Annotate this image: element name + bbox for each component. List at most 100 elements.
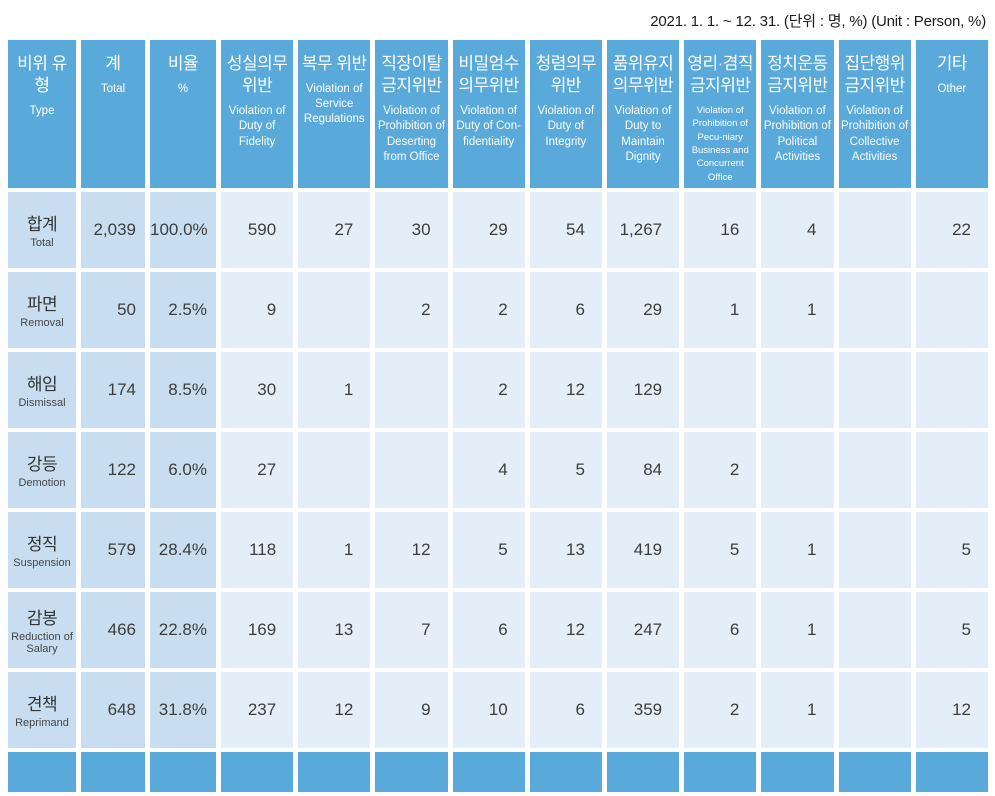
- cell-percent: 31.8%: [150, 671, 216, 748]
- cell: [838, 591, 911, 668]
- row-label-ko: 해임: [26, 375, 58, 395]
- cell: 5: [915, 511, 988, 588]
- cell-percent: 8.5%: [150, 351, 216, 428]
- header-en: Violation of Prohibition of Pecu-niary B…: [691, 105, 749, 183]
- cell: 2: [452, 351, 525, 428]
- cell: [761, 431, 834, 508]
- cell: 9: [375, 671, 448, 748]
- header-ko: 청렴의무 위반: [535, 54, 597, 96]
- cell-total: 50: [81, 271, 145, 348]
- table-row-demotion: 강등 Demotion 122 6.0% 27 4 5 84 2: [8, 431, 988, 508]
- column-header-pecuniary: 영리·겸직 금지위반 Violation of Prohibition of Pe…: [684, 40, 757, 188]
- cell: 16: [684, 191, 757, 268]
- row-label-en: Total: [30, 237, 54, 250]
- header-en: Total: [100, 83, 126, 96]
- header-en: Violation of Duty of Con-fidentiality: [456, 105, 521, 148]
- cell: [298, 431, 371, 508]
- cell: 1,267: [606, 191, 680, 268]
- header-ko: 비율: [167, 54, 199, 73]
- cell-percent: 100.0%: [150, 191, 216, 268]
- cell: 419: [606, 511, 680, 588]
- partial-header-cell: [529, 751, 602, 792]
- cell: [838, 191, 911, 268]
- cell: 1: [761, 671, 834, 748]
- cell: 54: [529, 191, 602, 268]
- cell: [375, 431, 448, 508]
- cell: 359: [606, 671, 680, 748]
- row-label-ko: 감봉: [26, 608, 58, 628]
- partial-header-cell: [452, 751, 525, 792]
- row-label-ko: 강등: [26, 455, 58, 475]
- header-en: Violation of Prohibition of Political Ac…: [763, 105, 831, 163]
- column-header-integrity: 청렴의무 위반 Violation of Duty of Integrity: [529, 40, 602, 188]
- cell: 12: [529, 351, 602, 428]
- cell: 6: [452, 591, 525, 668]
- partial-header-cell: [838, 751, 911, 792]
- header-en: Violation of Duty to Maintain Dignity: [614, 105, 672, 163]
- column-header-percent: 비율%: [150, 40, 216, 188]
- cell: 12: [298, 671, 371, 748]
- cell: 5: [684, 511, 757, 588]
- header-ko: 성실의무 위반: [226, 54, 288, 96]
- cell: 2: [375, 271, 448, 348]
- row-label-ko: 견책: [26, 695, 58, 715]
- cell: [915, 431, 988, 508]
- cell: [838, 351, 911, 428]
- cell: 1: [684, 271, 757, 348]
- header-ko: 비밀엄수 의무위반: [458, 54, 519, 96]
- cell: [838, 271, 911, 348]
- disciplinary-statistics-table: 비위 유형 Type 계 Total 비율% 성실의무 위반 Violation of…: [3, 36, 993, 796]
- cell: 30: [375, 191, 448, 268]
- cell: 247: [606, 591, 680, 668]
- cell: 129: [606, 351, 680, 428]
- header-ko: 영리·겸직 금지위반: [687, 54, 754, 96]
- cell-percent: 22.8%: [150, 591, 216, 668]
- cell: 2: [684, 431, 757, 508]
- cell: 5: [915, 591, 988, 668]
- cell: 1: [761, 271, 834, 348]
- cell: 13: [298, 591, 371, 668]
- cell-total: 122: [81, 431, 145, 508]
- cell: 84: [606, 431, 680, 508]
- column-header-other: 기타 Other: [915, 40, 988, 188]
- cell-percent: 2.5%: [150, 271, 216, 348]
- header-en: Type: [29, 105, 55, 118]
- cell: 5: [452, 511, 525, 588]
- cell-percent: 6.0%: [150, 431, 216, 508]
- cell: [684, 351, 757, 428]
- cell: 1: [298, 351, 371, 428]
- header-en: Violation of Service Regulations: [303, 83, 365, 126]
- row-label: 견책 Reprimand: [8, 671, 76, 748]
- header-row: 비위 유형 Type 계 Total 비율% 성실의무 위반 Violation of…: [8, 40, 988, 188]
- cell: [915, 351, 988, 428]
- cell: 6: [529, 671, 602, 748]
- column-header-confidentiality: 비밀엄수 의무위반 Violation of Duty of Con-fident…: [452, 40, 525, 188]
- cell: 29: [452, 191, 525, 268]
- cell: 10: [452, 671, 525, 748]
- cell: 13: [529, 511, 602, 588]
- cell: 29: [606, 271, 680, 348]
- cell-total: 2,039: [81, 191, 145, 268]
- cell: [761, 351, 834, 428]
- header-ko: 비위 유형: [17, 54, 67, 96]
- row-label-ko: 정직: [26, 535, 58, 555]
- partial-header-cell: [761, 751, 834, 792]
- row-label-ko: 합계: [26, 215, 58, 235]
- partial-header-cell: [298, 751, 371, 792]
- cell: 169: [221, 591, 294, 668]
- table-row-suspension: 정직 Suspension 579 28.4% 118 1 12 5 13 419…: [8, 511, 988, 588]
- header-en: Violation of Prohibition of Deserting fr…: [377, 105, 446, 163]
- cell: 5: [529, 431, 602, 508]
- row-label-en: Dismissal: [18, 397, 66, 410]
- header-ko: 집단행위 금지위반: [844, 54, 905, 96]
- partial-header-cell: [375, 751, 448, 792]
- column-header-collective: 집단행위 금지위반 Violation of Prohibition of Col…: [838, 40, 911, 188]
- table-row-removal: 파면 Removal 50 2.5% 9 2 2 6 29 1 1: [8, 271, 988, 348]
- row-label-en: Demotion: [18, 477, 66, 490]
- column-header-deserting: 직장이탈 금지위반 Violation of Prohibition of Des…: [375, 40, 448, 188]
- row-label: 파면 Removal: [8, 271, 76, 348]
- table-row-reprimand: 견책 Reprimand 648 31.8% 237 12 9 10 6 359 …: [8, 671, 988, 748]
- row-label: 감봉 Reduction of Salary: [8, 591, 76, 668]
- row-label: 합계 Total: [8, 191, 76, 268]
- row-label-en: Removal: [20, 317, 64, 330]
